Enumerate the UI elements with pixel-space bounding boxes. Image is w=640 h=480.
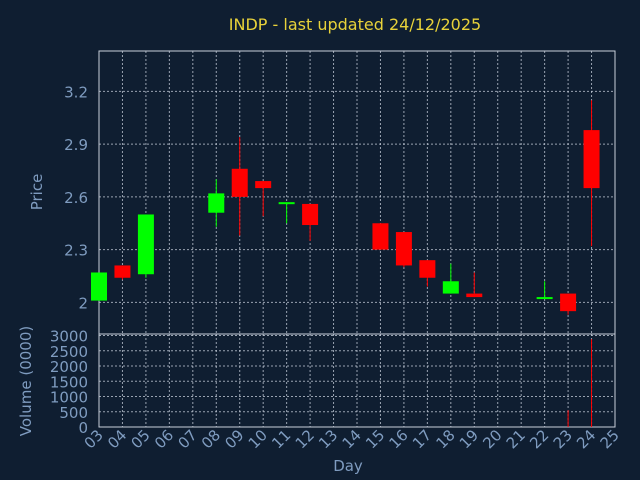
- price-tick-label: 2: [78, 294, 88, 312]
- price-tick-label: 2.6: [64, 189, 88, 207]
- candle-body-down: [419, 260, 436, 278]
- x-tick-label: 06: [151, 426, 177, 452]
- volume-tick-label: 1500: [50, 373, 88, 391]
- candle-body-up: [442, 281, 459, 294]
- x-tick-label: 21: [503, 426, 529, 452]
- x-tick-label: 09: [221, 426, 247, 452]
- candle-body-down: [583, 130, 600, 189]
- volume-bars: [567, 339, 593, 427]
- x-tick-label: 05: [128, 426, 154, 452]
- x-axis-ticks: 0304050607080910111213141516171819202122…: [81, 426, 623, 452]
- volume-tick-label: 0: [78, 419, 88, 437]
- candle-body-up: [137, 214, 154, 275]
- candle-body-down: [255, 181, 272, 189]
- volume-tick-label: 2500: [50, 343, 88, 361]
- candle-body-down: [372, 223, 389, 250]
- price-y-ticks: 2 2.3 2.6 2.9 3.2: [64, 83, 88, 312]
- x-tick-label: 08: [198, 426, 224, 452]
- x-tick-label: 04: [104, 426, 130, 452]
- volume-tick-label: 3000: [50, 328, 88, 346]
- price-tick-label: 2.3: [64, 242, 88, 260]
- x-tick-label: 13: [315, 426, 341, 452]
- x-tick-label: 24: [573, 426, 599, 452]
- x-tick-label: 18: [432, 426, 458, 452]
- candle-body-down: [114, 265, 131, 278]
- volume-gridlines: [99, 334, 615, 427]
- candle-body-up: [278, 202, 295, 205]
- x-tick-label: 20: [479, 426, 505, 452]
- x-tick-label: 11: [268, 426, 294, 452]
- price-panel: 2 2.3 2.6 2.9 3.2: [64, 50, 616, 335]
- x-axis-label: Day: [333, 457, 363, 475]
- x-tick-label: 16: [386, 426, 412, 452]
- candle-body-up: [536, 297, 553, 300]
- x-tick-label: 10: [245, 426, 271, 452]
- price-gridlines: [99, 51, 615, 334]
- x-tick-label: 23: [550, 426, 576, 452]
- x-tick-label: 15: [362, 426, 388, 452]
- candle-body-up: [208, 193, 225, 213]
- price-tick-label: 3.2: [64, 83, 88, 101]
- x-tick-label: 14: [339, 426, 365, 452]
- candle-body-down: [466, 293, 483, 298]
- x-tick-label: 22: [526, 426, 552, 452]
- volume-axis-label: Volume (0000): [17, 326, 35, 436]
- candle-body-down: [231, 168, 248, 197]
- x-tick-label: 07: [174, 426, 200, 452]
- volume-tick-label: 500: [59, 404, 88, 422]
- volume-tick-label: 1000: [50, 389, 88, 407]
- price-axis-label: Price: [28, 174, 46, 211]
- candle-body-up: [91, 272, 107, 301]
- candles: [91, 100, 600, 315]
- volume-tick-label: 2000: [50, 358, 88, 376]
- x-tick-label: 19: [456, 426, 482, 452]
- chart-title: INDP - last updated 24/12/2025: [229, 15, 481, 34]
- x-tick-label: 25: [597, 426, 623, 452]
- candle-body-down: [302, 203, 319, 226]
- x-tick-label: 17: [409, 426, 435, 452]
- price-tick-label: 2.9: [64, 136, 88, 154]
- candle-body-down: [560, 293, 577, 312]
- x-tick-label: 12: [292, 426, 318, 452]
- candle-body-down: [395, 232, 412, 266]
